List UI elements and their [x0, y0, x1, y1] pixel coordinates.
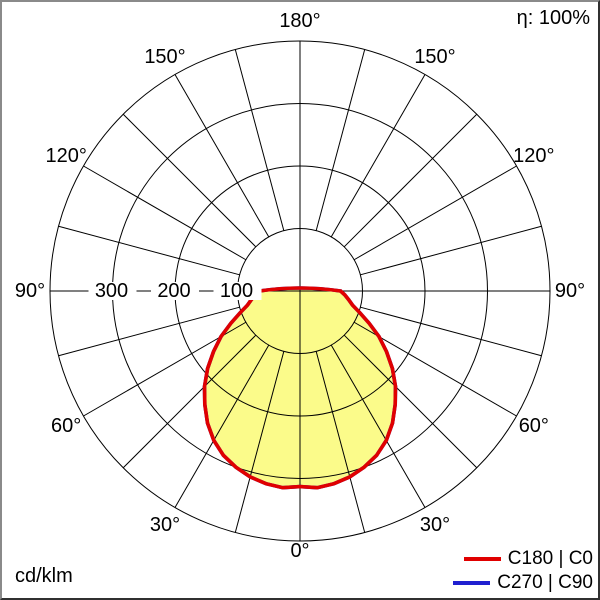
- grid-spoke: [353, 165, 517, 261]
- grid-spoke: [343, 334, 478, 469]
- legend-item-c180-c0: C180 | C0: [463, 548, 593, 570]
- grid-spoke: [174, 74, 270, 238]
- angle-label: 90°: [15, 280, 45, 302]
- grid-spoke: [234, 351, 285, 533]
- radial-label-bg: [88, 282, 137, 300]
- angle-label: 60°: [519, 415, 549, 437]
- legend-line-blue-icon: [453, 581, 491, 585]
- grid-spoke: [360, 225, 542, 276]
- legend-label-c270-c90: C270 | C90: [497, 572, 593, 593]
- angle-label: 180°: [279, 10, 320, 32]
- angle-label: 90°: [555, 280, 585, 302]
- grid-spoke: [315, 351, 366, 533]
- angle-label: 30°: [420, 514, 450, 536]
- angle-label: 120°: [45, 145, 86, 167]
- radial-label-bg: [151, 282, 199, 300]
- grid-spoke: [58, 306, 240, 357]
- radial-label: 100: [220, 280, 253, 302]
- efficiency-label: η: 100%: [516, 7, 590, 29]
- angle-label: 30°: [150, 514, 180, 536]
- grid-spoke: [83, 165, 247, 261]
- grid-spoke: [122, 334, 257, 469]
- grid-spoke: [330, 74, 426, 238]
- intensity-curve-c180-c0: [202, 286, 398, 490]
- grid-spoke: [330, 344, 426, 508]
- grid-spoke: [315, 49, 366, 231]
- legend-label-c180-c0: C180 | C0: [507, 548, 593, 569]
- angle-label: 120°: [513, 145, 554, 167]
- legend-item-c270-c90: C270 | C90: [453, 572, 593, 594]
- grid-spoke: [343, 113, 478, 248]
- angle-label: 0°: [290, 540, 309, 562]
- angle-label: 60°: [51, 415, 81, 437]
- legend: C180 | C0 C270 | C90: [453, 548, 593, 594]
- grid-spoke: [234, 49, 285, 231]
- grid-spoke: [58, 225, 240, 276]
- grid-spoke: [360, 306, 542, 357]
- unit-label: cd/klm: [15, 565, 73, 587]
- radial-label: 300: [95, 280, 128, 302]
- angle-label: 150°: [414, 46, 455, 68]
- radial-label: 200: [157, 280, 190, 302]
- legend-line-red-icon: [463, 557, 501, 561]
- angle-label: 150°: [144, 46, 185, 68]
- grid-spoke: [174, 344, 270, 508]
- radial-label-bg: [213, 282, 262, 300]
- grid-spoke: [122, 113, 257, 248]
